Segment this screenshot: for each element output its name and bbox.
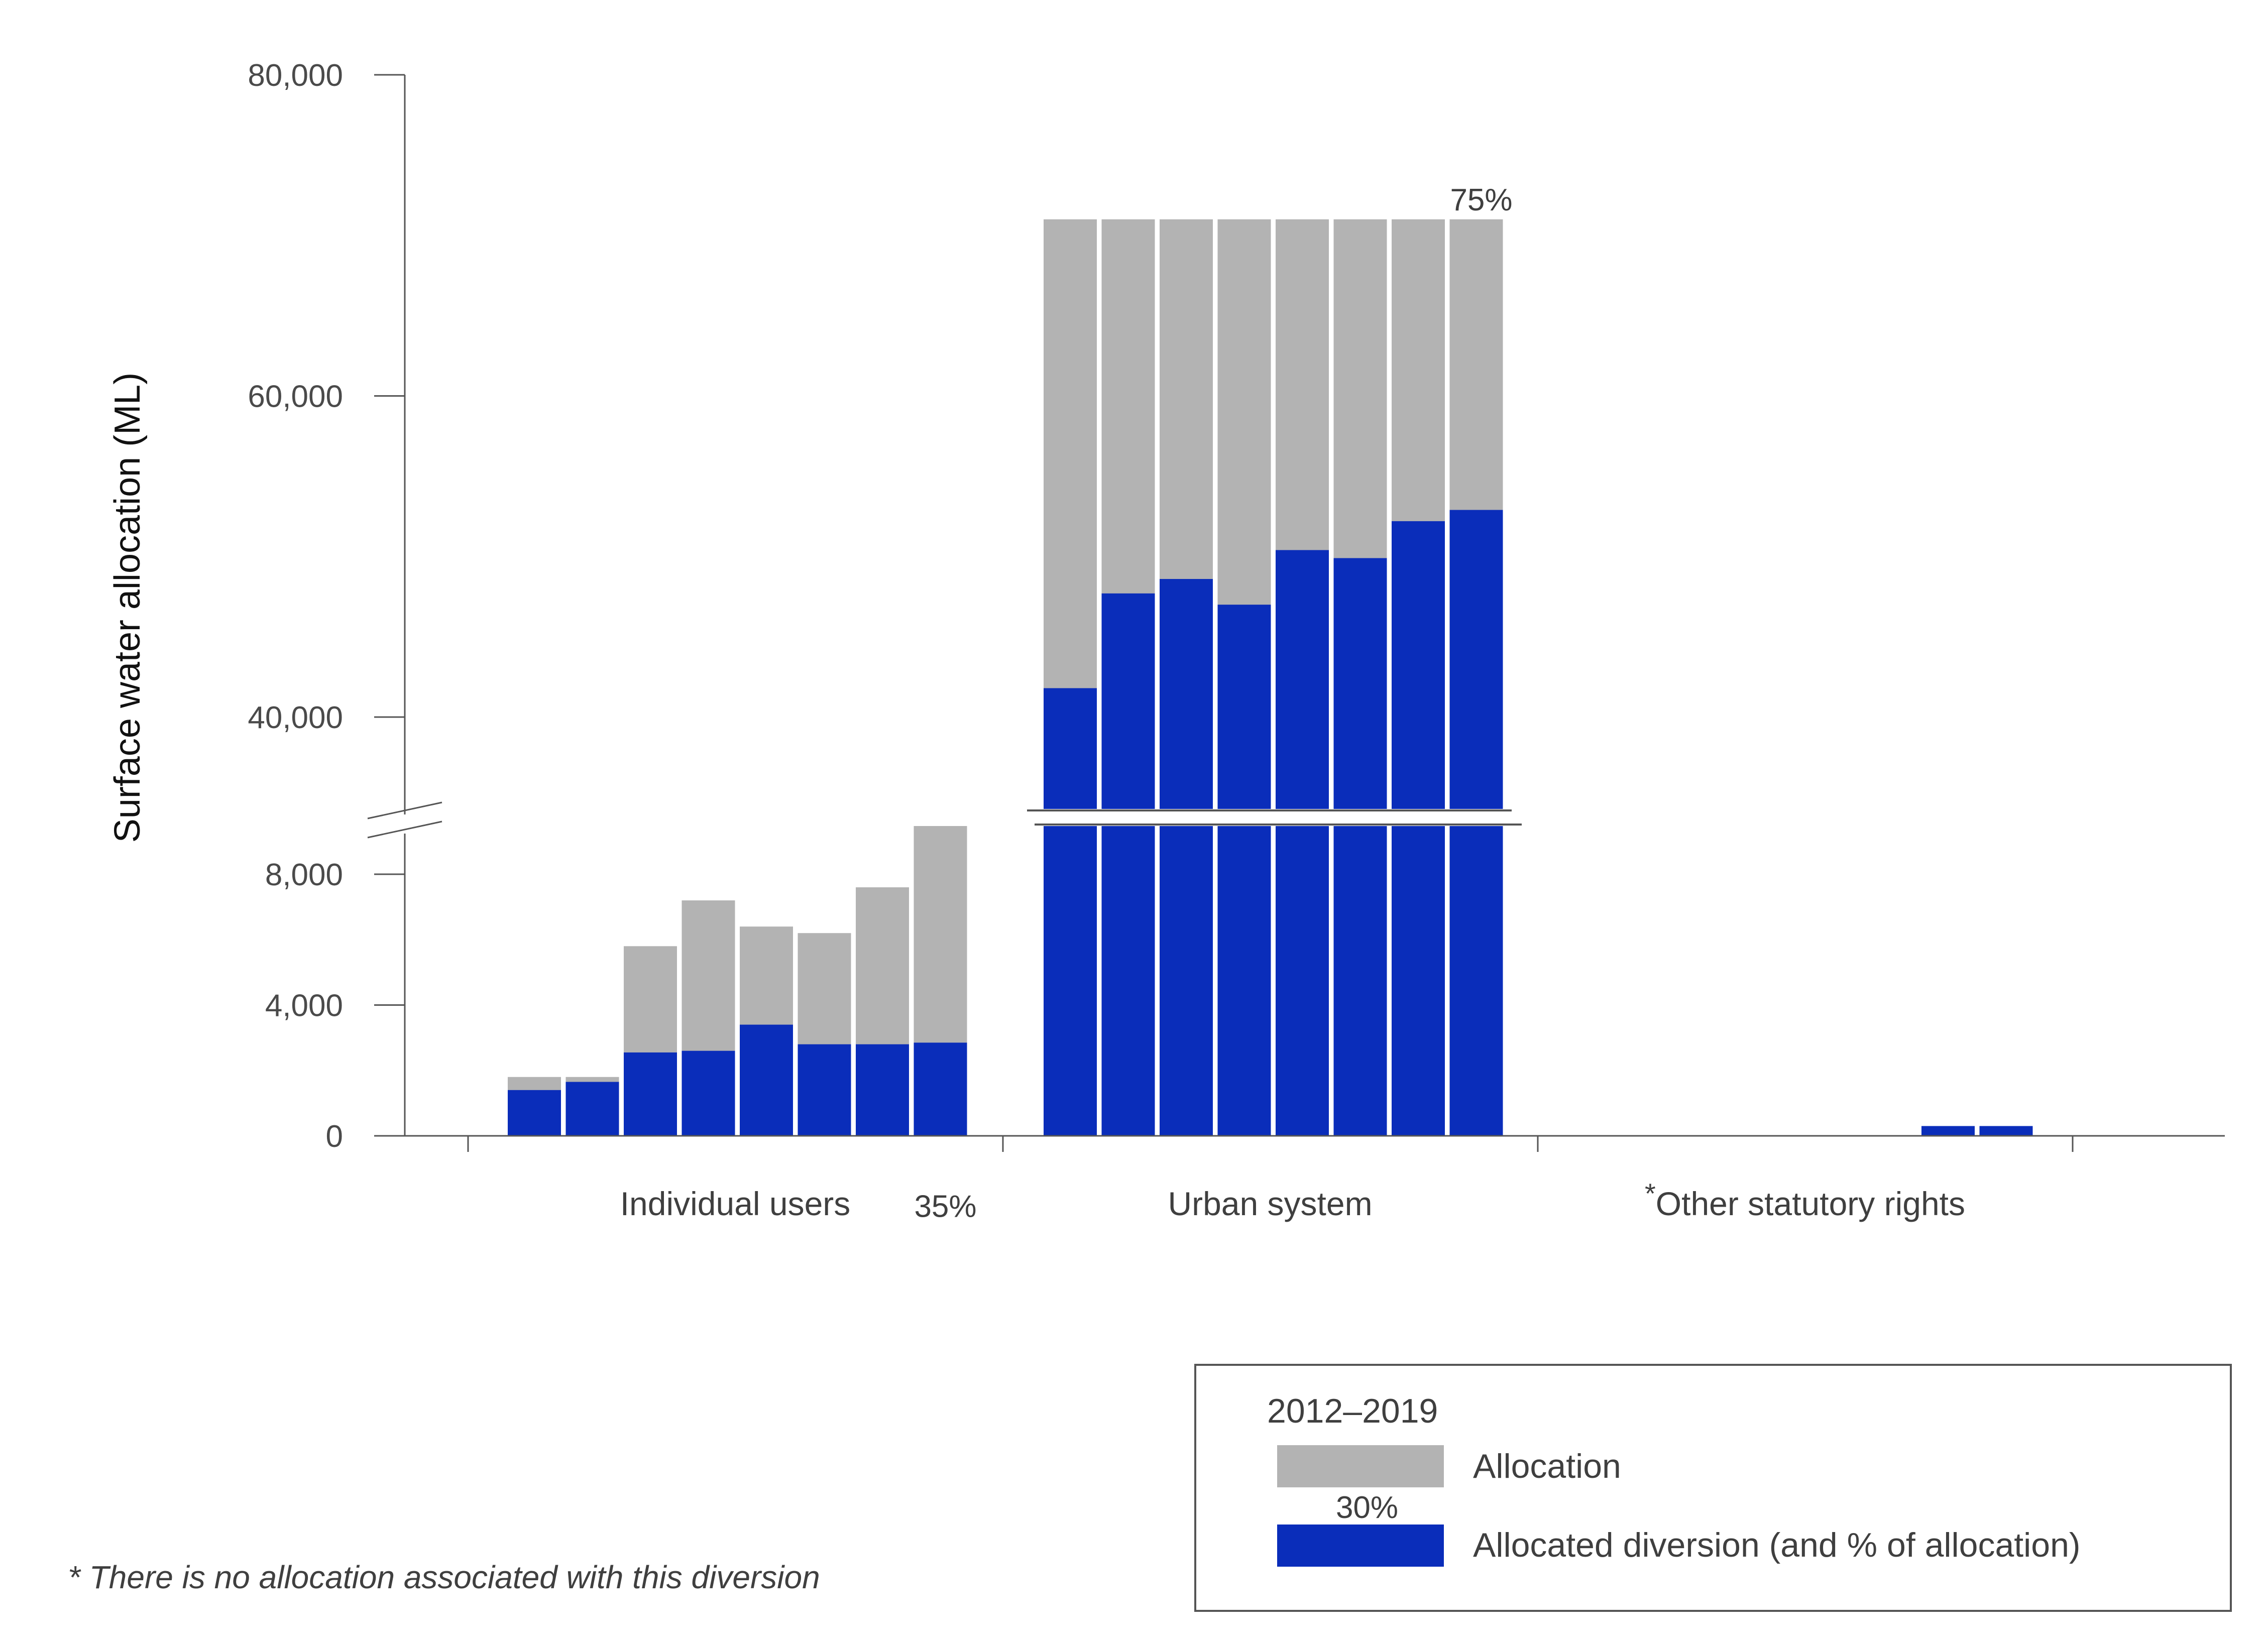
bar-diversion xyxy=(1276,550,1329,1136)
x-category-label: Individual users xyxy=(620,1185,851,1222)
x-category-label: *Other statutory rights xyxy=(1645,1178,1965,1222)
bar-diversion-upper xyxy=(1160,579,1213,809)
bar-diversion xyxy=(1333,558,1387,1136)
bar-diversion xyxy=(624,1052,677,1136)
bar-diversion xyxy=(565,1082,619,1136)
bar-diversion xyxy=(798,1044,851,1136)
bar-diversion-upper xyxy=(1392,521,1445,809)
bar-diversion-lower xyxy=(1044,826,1097,1136)
chart-marks: 35% 75% xyxy=(508,183,2033,1224)
y-axis-label: Surface water allocation (ML) xyxy=(107,373,148,843)
x-category-label: Urban system xyxy=(1168,1185,1372,1222)
bar-diversion xyxy=(508,1090,561,1136)
legend-swatch-diversion xyxy=(1277,1525,1444,1567)
legend-title: 2012–2019 xyxy=(1267,1392,1438,1430)
legend-label-allocation: Allocation xyxy=(1473,1447,1621,1485)
bar-diversion xyxy=(1101,593,1155,1136)
footnote-marker: * xyxy=(1645,1178,1656,1209)
bar-diversion xyxy=(856,1044,909,1136)
bar-diversion xyxy=(1160,579,1213,1136)
bar-diversion-lower xyxy=(1101,826,1155,1136)
axes: 0 4,000 8,000 40,000 60,000 80,000 Individual … xyxy=(248,58,2225,1222)
bar-diversion xyxy=(914,1042,967,1136)
y-tick-label: 60,000 xyxy=(248,380,343,414)
axis-break-mark xyxy=(367,821,442,839)
bar-diversion-upper xyxy=(1449,510,1503,809)
bar-diversion xyxy=(1392,521,1445,1136)
bar-diversion xyxy=(740,1024,793,1136)
bar-diversion xyxy=(1921,1126,1975,1136)
bar-diversion-lower xyxy=(1160,826,1213,1136)
bar-diversion-upper xyxy=(1217,605,1271,809)
bar-diversion xyxy=(1217,605,1271,1136)
y-tick-label: 8,000 xyxy=(265,858,343,892)
bar-diversion-lower xyxy=(1449,826,1503,1136)
bar-diversion-lower xyxy=(1333,826,1387,1136)
x-category-text: Other statutory rights xyxy=(1656,1185,1965,1222)
bar-diversion-upper xyxy=(1101,593,1155,809)
axis-break-mark xyxy=(367,801,442,819)
bar-diversion-lower xyxy=(1392,826,1445,1136)
y-tick-label: 0 xyxy=(326,1119,343,1154)
pct-label: 35% xyxy=(914,1190,976,1224)
legend-swatch-allocation xyxy=(1277,1445,1444,1487)
bar-diversion xyxy=(1979,1126,2033,1136)
bar-diversion-upper xyxy=(1044,688,1097,809)
legend-box xyxy=(1194,1364,2232,1612)
legend: 2012–2019 Allocation 30% Allocated diver… xyxy=(1194,1364,2232,1612)
bar-diversion xyxy=(682,1050,735,1136)
y-tick-label: 4,000 xyxy=(265,989,343,1023)
y-tick-label: 80,000 xyxy=(248,58,343,93)
bar-diversion-upper xyxy=(1276,550,1329,809)
legend-label-diversion: Allocated diversion (and % of allocation… xyxy=(1473,1526,2081,1564)
bar-diversion xyxy=(1449,510,1503,1136)
bar-diversion-lower xyxy=(1276,826,1329,1136)
bar-diversion xyxy=(1044,688,1097,1136)
pct-label: 75% xyxy=(1450,183,1512,217)
y-tick-label: 40,000 xyxy=(248,700,343,735)
bar-diversion-upper xyxy=(1333,558,1387,809)
bar-diversion-lower xyxy=(1217,826,1271,1136)
footnote: * There is no allocation associated with… xyxy=(68,1559,820,1595)
legend-sample-pct: 30% xyxy=(1336,1490,1398,1525)
